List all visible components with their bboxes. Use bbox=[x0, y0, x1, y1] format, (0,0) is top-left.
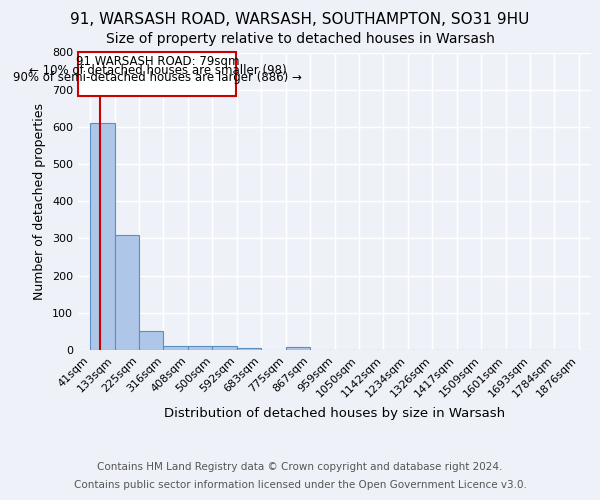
Bar bbox=[212, 346, 237, 350]
Bar bbox=[139, 332, 163, 350]
Bar bbox=[90, 123, 115, 350]
Text: Contains public sector information licensed under the Open Government Licence v3: Contains public sector information licen… bbox=[74, 480, 526, 490]
Text: 91, WARSASH ROAD, WARSASH, SOUTHAMPTON, SO31 9HU: 91, WARSASH ROAD, WARSASH, SOUTHAMPTON, … bbox=[70, 12, 530, 28]
Y-axis label: Number of detached properties: Number of detached properties bbox=[34, 103, 46, 300]
Bar bbox=[163, 346, 188, 350]
Bar bbox=[79, 52, 236, 96]
Bar bbox=[286, 348, 310, 350]
Text: Size of property relative to detached houses in Warsash: Size of property relative to detached ho… bbox=[106, 32, 494, 46]
Text: 91 WARSASH ROAD: 79sqm: 91 WARSASH ROAD: 79sqm bbox=[76, 56, 239, 68]
Text: ← 10% of detached houses are smaller (98): ← 10% of detached houses are smaller (98… bbox=[29, 64, 286, 76]
X-axis label: Distribution of detached houses by size in Warsash: Distribution of detached houses by size … bbox=[164, 407, 505, 420]
Text: Contains HM Land Registry data © Crown copyright and database right 2024.: Contains HM Land Registry data © Crown c… bbox=[97, 462, 503, 472]
Text: 90% of semi-detached houses are larger (886) →: 90% of semi-detached houses are larger (… bbox=[13, 71, 302, 84]
Bar bbox=[115, 234, 139, 350]
Bar bbox=[188, 346, 212, 350]
Bar bbox=[237, 348, 261, 350]
